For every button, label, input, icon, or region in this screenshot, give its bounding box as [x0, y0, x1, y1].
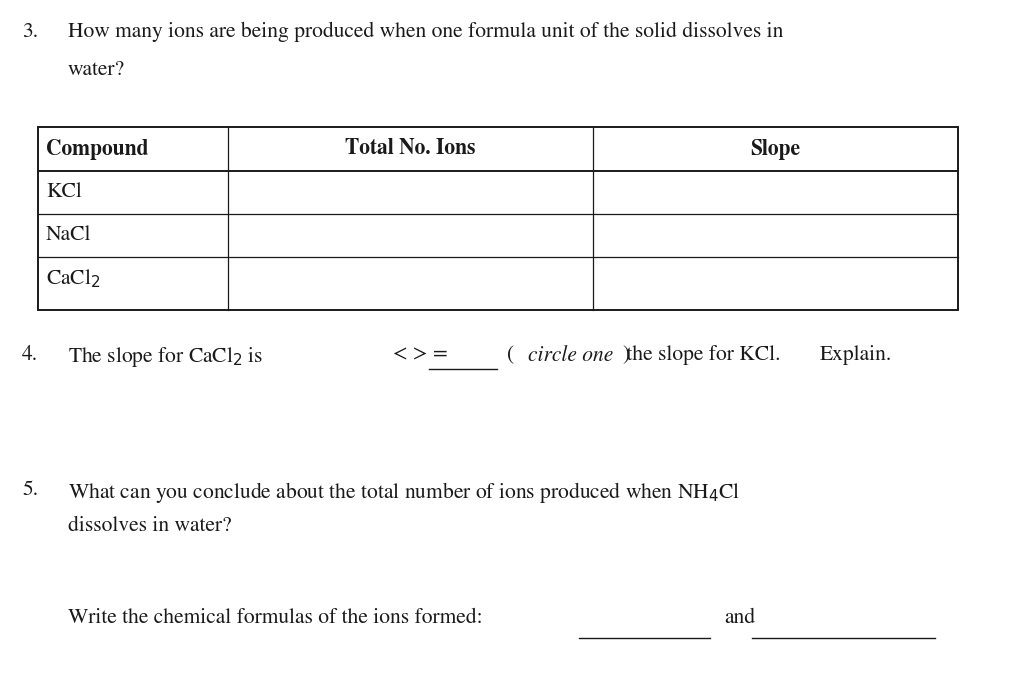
Text: dissolves in water?: dissolves in water? — [68, 516, 231, 535]
Text: 3.: 3. — [22, 22, 38, 42]
Text: CaCl$_2$: CaCl$_2$ — [46, 267, 100, 290]
Text: ): ) — [623, 345, 630, 365]
Text: NaCl: NaCl — [46, 225, 91, 245]
Text: (: ( — [507, 345, 514, 365]
Text: < > =: < > = — [382, 345, 459, 365]
Text: and: and — [724, 608, 755, 628]
Text: Compound: Compound — [46, 139, 148, 160]
Text: water?: water? — [68, 60, 125, 80]
Text: Explain.: Explain. — [820, 345, 892, 365]
Text: Slope: Slope — [751, 139, 801, 160]
Text: KCl: KCl — [46, 182, 82, 202]
Text: The slope for CaCl$_2$ is: The slope for CaCl$_2$ is — [68, 345, 263, 369]
Text: What can you conclude about the total number of ions produced when NH$_4$Cl: What can you conclude about the total nu… — [68, 480, 740, 505]
Bar — [38, 127, 958, 310]
Text: Write the chemical formulas of the ions formed:: Write the chemical formulas of the ions … — [68, 608, 482, 628]
Text: circle one: circle one — [528, 345, 613, 366]
Text: Total No. Ions: Total No. Ions — [345, 139, 476, 160]
Text: the slope for KCl.: the slope for KCl. — [622, 345, 780, 365]
Text: How many ions are being produced when one formula unit of the solid dissolves in: How many ions are being produced when on… — [68, 22, 783, 42]
Text: 4.: 4. — [22, 345, 38, 365]
Text: 5.: 5. — [22, 480, 38, 500]
